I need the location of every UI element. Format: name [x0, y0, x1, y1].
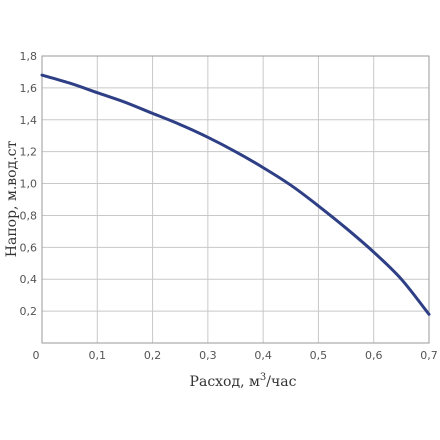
- x-tick-label: 0,3: [199, 349, 217, 362]
- grid: [42, 56, 429, 343]
- x-axis-title-sup: 3: [260, 372, 266, 383]
- y-tick-label: 0,8: [20, 209, 38, 222]
- x-tick-label: 0: [33, 349, 40, 362]
- y-tick-label: 1,0: [20, 178, 38, 191]
- tick-labels: 0 0,1 0,2 0,3 0,4 0,5 0,6 0,7 0,2 0,4 0,6 0,8 1,0 1,2…: [20, 50, 438, 362]
- y-tick-label: 0,6: [20, 241, 38, 254]
- curve-layer: [40, 73, 431, 316]
- x-tick-label: 0,6: [365, 349, 383, 362]
- plot-frame: [41, 55, 430, 344]
- x-tick-label: 0,4: [254, 349, 272, 362]
- y-axis-title: Напор, м.вод.ст: [4, 141, 20, 258]
- y-tick-label: 0,4: [20, 273, 38, 286]
- x-tick-label: 0,7: [420, 349, 438, 362]
- x-tick-label: 0,2: [144, 349, 162, 362]
- x-axis-title: Расход, м3/час: [190, 372, 297, 390]
- y-tick-label: 1,4: [20, 114, 38, 127]
- head-curve-line: [40, 73, 431, 316]
- x-axis-title-main: Расход, м: [190, 374, 260, 390]
- y-tick-label: 1,6: [20, 82, 38, 95]
- x-tick-label: 0,5: [310, 349, 328, 362]
- x-tick-label: 0,1: [89, 349, 107, 362]
- y-tick-label: 0,2: [20, 305, 38, 318]
- x-axis-title-tail: /час: [266, 374, 296, 390]
- y-tick-label: 1,8: [20, 50, 38, 63]
- y-tick-label: 1,2: [20, 146, 38, 159]
